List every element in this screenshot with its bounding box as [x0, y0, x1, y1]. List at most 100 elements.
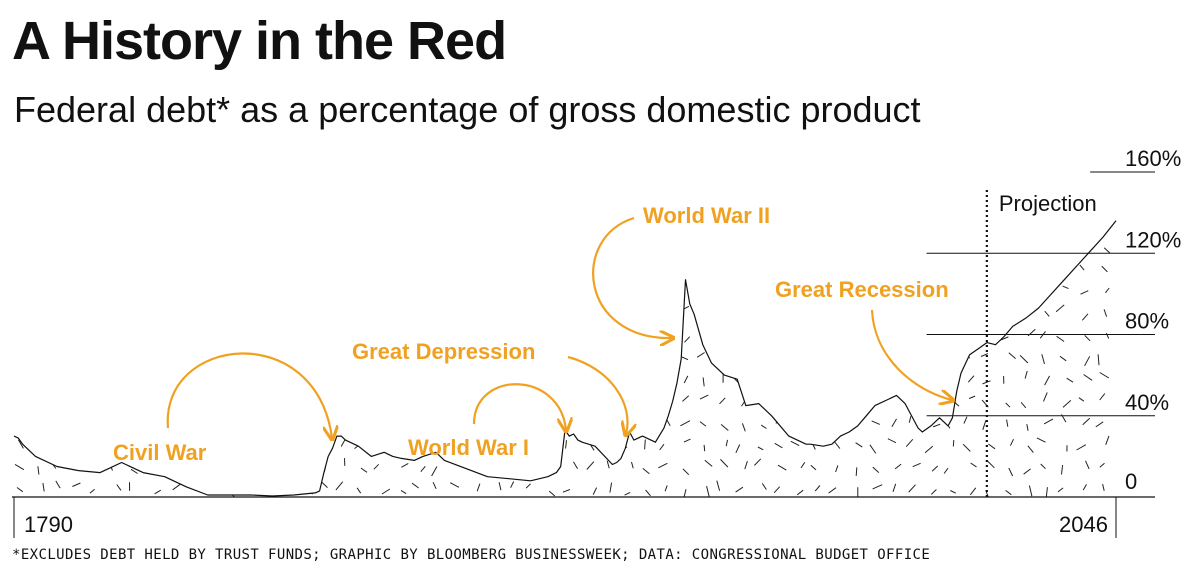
hatch-mark	[265, 465, 275, 471]
hatch-mark	[336, 311, 341, 321]
hatch-mark	[568, 203, 573, 207]
hatch-mark	[244, 354, 252, 365]
hatch-mark	[1045, 223, 1051, 230]
hatch-mark	[877, 197, 882, 203]
footnote: *EXCLUDES DEBT HELD BY TRUST FUNDS; GRAP…	[12, 547, 931, 563]
hatch-mark	[1008, 172, 1012, 181]
hatch-mark	[435, 309, 439, 316]
hatch-mark	[1012, 308, 1014, 319]
hatch-mark	[55, 243, 64, 251]
hatch-mark	[894, 223, 902, 229]
y-tick-label: 160%	[1125, 146, 1181, 171]
hatch-mark	[878, 241, 881, 250]
hatch-mark	[1043, 418, 1054, 425]
hatch-mark	[531, 392, 536, 402]
hatch-mark	[725, 305, 729, 315]
hatch-mark	[128, 309, 132, 317]
hatch-mark	[185, 198, 190, 203]
hatch-mark	[151, 262, 158, 266]
hatch-mark	[34, 439, 39, 446]
hatch-mark	[1062, 400, 1072, 408]
hatch-mark	[798, 220, 804, 226]
hatch-mark	[206, 248, 213, 254]
hatch-mark	[14, 264, 24, 271]
hatch-mark	[792, 239, 802, 246]
hatch-mark	[135, 376, 141, 386]
hatch-mark	[1103, 309, 1108, 317]
hatch-mark	[930, 489, 937, 495]
hatch-mark	[373, 463, 380, 470]
hatch-mark	[1040, 463, 1046, 470]
hatch-mark	[794, 378, 798, 385]
hatch-mark	[696, 352, 705, 358]
hatch-mark	[528, 464, 534, 469]
hatch-mark	[230, 442, 235, 449]
hatch-mark	[42, 483, 45, 492]
hatch-mark	[343, 284, 348, 291]
hatch-mark	[16, 247, 19, 255]
hatch-mark	[590, 222, 597, 231]
hatch-mark	[341, 181, 347, 190]
hatch-mark	[962, 443, 971, 452]
hatch-mark	[832, 374, 838, 383]
hatch-mark	[1009, 438, 1014, 446]
hatch-mark	[438, 175, 447, 179]
hatch-mark	[418, 393, 422, 401]
hatch-mark	[303, 284, 310, 293]
hatch-mark	[207, 260, 211, 270]
hatch-mark	[931, 328, 936, 338]
hatch-mark	[1065, 220, 1070, 226]
hatch-mark	[261, 181, 267, 189]
hatch-mark	[288, 437, 292, 444]
hatch-mark	[703, 333, 707, 344]
hatch-mark	[130, 468, 138, 474]
hatch-mark	[188, 394, 197, 401]
y-tick-label: 0	[1125, 469, 1137, 494]
hatch-mark	[1023, 246, 1029, 257]
hatch-mark	[97, 422, 102, 433]
hatch-mark	[525, 483, 531, 489]
hatch-mark	[969, 267, 974, 275]
hatch-mark	[107, 176, 113, 181]
hatch-mark	[911, 182, 917, 186]
hatch-mark	[811, 375, 819, 381]
hatch-mark	[317, 220, 323, 224]
hatch-mark	[279, 246, 285, 253]
hatch-mark	[682, 305, 690, 311]
hatch-mark	[1056, 335, 1065, 342]
hatch-mark	[356, 487, 362, 494]
hatch-mark	[193, 248, 198, 255]
hatch-mark	[341, 202, 349, 206]
hatch-mark	[547, 442, 556, 449]
annotation-label-great-depression: Great Depression	[352, 339, 535, 364]
hatch-mark	[506, 417, 512, 425]
hatch-mark	[680, 420, 691, 427]
hatch-mark	[756, 337, 764, 342]
hatch-mark	[965, 172, 967, 182]
hatch-mark	[833, 224, 843, 231]
hatch-mark	[738, 172, 739, 182]
hatch-mark	[1101, 265, 1108, 273]
hatch-mark	[280, 335, 287, 340]
hatch-mark	[245, 227, 252, 231]
hatch-mark	[305, 334, 313, 341]
hatch-mark	[1082, 417, 1091, 426]
hatch-mark	[55, 376, 61, 387]
hatch-mark	[1045, 172, 1046, 181]
hatch-mark	[108, 241, 112, 249]
hatch-mark	[478, 304, 482, 312]
hatch-mark	[608, 175, 614, 181]
hatch-mark	[551, 372, 558, 382]
hatch-mark	[544, 336, 553, 342]
hatch-mark	[659, 398, 668, 406]
hatch-mark	[279, 311, 286, 320]
hatch-mark	[303, 260, 311, 270]
hatch-mark	[778, 331, 787, 340]
hatch-mark	[230, 220, 237, 224]
hatch-mark	[528, 220, 531, 225]
hatch-mark	[129, 202, 138, 206]
hatch-mark	[644, 439, 646, 450]
hatch-mark	[403, 436, 406, 444]
hatch-mark	[117, 266, 120, 277]
